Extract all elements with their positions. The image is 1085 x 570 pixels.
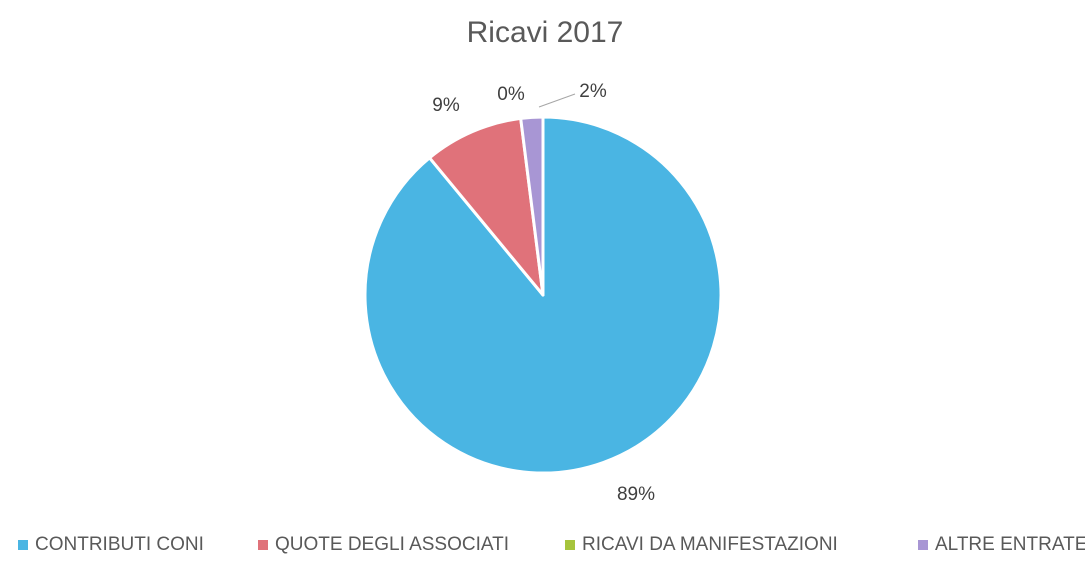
legend-item-altre-entrate: ALTRE ENTRATE [918,534,1085,556]
pie-slice-contributi-coni [363,115,723,475]
legend-label: CONTRIBUTI CONI [35,534,204,555]
data-label-quote-degli-associati: 9% [432,95,460,116]
legend-item-contributi-coni: CONTRIBUTI CONI [18,534,204,556]
legend-swatch [18,540,28,550]
legend-item-ricavi-da-manifestazioni: RICAVI DA MANIFESTAZIONI [565,534,838,556]
data-label-contributi-coni: 89% [617,484,655,505]
legend-swatch [565,540,575,550]
legend: CONTRIBUTI CONI QUOTE DEGLI ASSOCIATI RI… [0,534,1085,564]
leader-lines [538,93,576,108]
pie-slice-quote-degli-associati [428,116,545,297]
legend-label: ALTRE ENTRATE [935,534,1085,555]
legend-swatch [918,540,928,550]
legend-label: QUOTE DEGLI ASSOCIATI [275,534,510,555]
data-label-altre-entrate: 2% [579,81,607,102]
leader-line-altre-entrate [538,93,576,108]
pie-slice-altre-entrate [519,115,545,297]
legend-label: RICAVI DA MANIFESTAZIONI [582,534,838,555]
data-labels: 89% 9% 0% 2% [432,81,655,505]
pie-slices [363,115,723,475]
legend-swatch [258,540,268,550]
chart-title: Ricavi 2017 [467,16,624,49]
legend-item-quote-degli-associati: QUOTE DEGLI ASSOCIATI [258,534,509,556]
data-label-ricavi-da-manifestazioni: 0% [497,84,525,105]
